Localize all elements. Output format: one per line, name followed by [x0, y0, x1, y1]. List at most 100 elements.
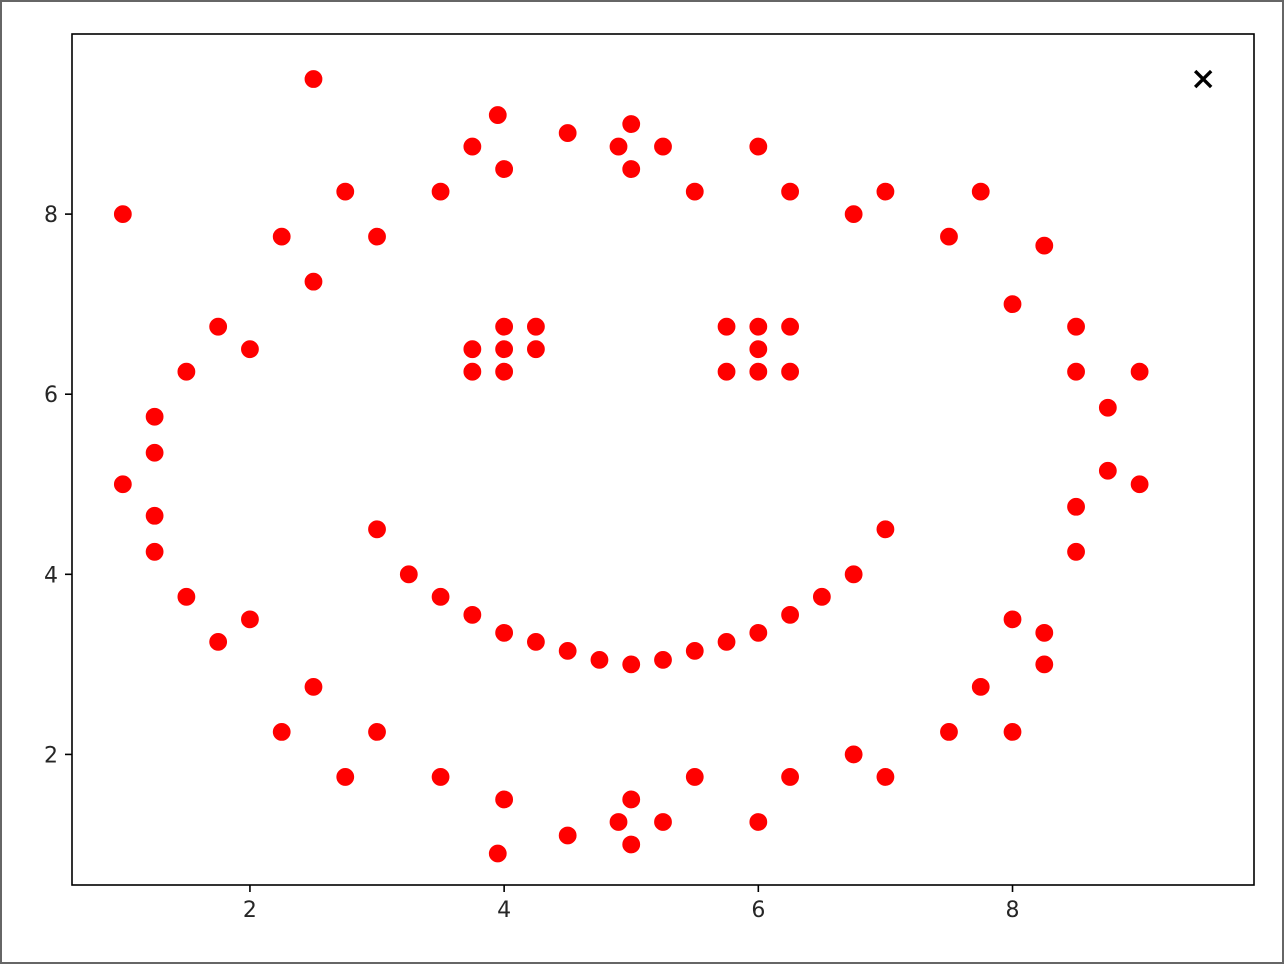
data-point — [970, 181, 991, 202]
data-point — [208, 631, 229, 652]
x-tick-label: 6 — [751, 898, 765, 923]
data-point — [366, 226, 388, 247]
data-point — [716, 361, 737, 382]
x-tick-label: 8 — [1006, 898, 1020, 923]
data-point — [494, 622, 515, 643]
x-axis: 2 4 6 8 — [243, 885, 1020, 923]
data-point — [366, 721, 388, 743]
data-point — [208, 316, 229, 337]
data-point — [1065, 316, 1087, 337]
data-point — [779, 361, 801, 382]
data-point — [176, 586, 197, 607]
data-point — [487, 104, 508, 126]
data-point — [1002, 294, 1023, 315]
data-point — [652, 136, 674, 157]
data-point — [494, 789, 515, 810]
data-point — [621, 834, 642, 855]
y-tick-label: 2 — [44, 743, 58, 768]
data-point — [748, 361, 769, 382]
data-point — [462, 136, 483, 157]
data-point — [462, 339, 483, 360]
data-point — [494, 339, 515, 360]
data-point — [1034, 622, 1055, 643]
x-tick-label: 2 — [243, 898, 257, 923]
data-point — [621, 113, 642, 135]
data-point — [875, 181, 896, 202]
data-point — [684, 766, 705, 788]
data-point — [303, 676, 324, 697]
data-point — [843, 204, 864, 225]
data-point — [557, 640, 578, 661]
data-point — [430, 181, 451, 202]
data-point — [430, 766, 451, 788]
data-point — [748, 136, 769, 157]
data-point — [716, 316, 737, 337]
data-point — [176, 361, 197, 382]
data-point — [144, 442, 165, 463]
data-point — [1002, 609, 1023, 630]
data-point — [1097, 397, 1118, 418]
data-point — [144, 406, 165, 427]
data-point — [875, 766, 896, 788]
data-point — [303, 271, 324, 292]
data-point — [1129, 361, 1150, 382]
data-point — [494, 361, 515, 382]
data-point — [938, 226, 960, 247]
data-point — [271, 226, 292, 247]
data-point — [271, 721, 292, 743]
x-marker — [1193, 69, 1213, 89]
data-point — [811, 586, 832, 607]
data-point — [525, 339, 547, 360]
data-point — [716, 631, 737, 652]
data-points — [112, 68, 1213, 864]
y-tick-label: 8 — [44, 203, 58, 228]
data-point — [779, 766, 801, 788]
data-point — [525, 316, 547, 337]
data-point — [938, 721, 960, 743]
data-point — [621, 789, 642, 810]
data-point — [525, 631, 547, 652]
plot-area — [71, 33, 1255, 886]
data-point — [779, 181, 801, 202]
data-point — [970, 676, 991, 697]
data-point — [239, 339, 261, 360]
data-point — [621, 654, 642, 675]
data-point — [1129, 474, 1150, 495]
data-point — [112, 204, 133, 225]
data-point — [652, 811, 674, 833]
data-point — [748, 622, 769, 643]
data-point — [779, 316, 801, 337]
data-point — [748, 316, 769, 337]
data-point — [462, 361, 483, 382]
data-point — [398, 564, 419, 585]
data-point — [748, 339, 769, 360]
data-point — [494, 316, 515, 337]
data-point — [748, 811, 769, 833]
data-point — [652, 649, 674, 670]
data-point — [239, 609, 261, 630]
data-point — [557, 825, 578, 846]
data-point — [1065, 361, 1087, 382]
data-point — [843, 744, 864, 765]
data-point — [557, 122, 578, 144]
data-point — [1002, 721, 1023, 743]
data-point — [1034, 235, 1055, 256]
data-point — [487, 843, 508, 864]
data-point — [462, 604, 483, 625]
data-point — [494, 158, 515, 180]
data-point — [303, 68, 324, 90]
data-point — [684, 640, 705, 661]
data-point — [608, 811, 629, 833]
data-point — [589, 649, 610, 670]
data-point — [843, 564, 864, 585]
data-point — [335, 181, 356, 202]
data-point — [684, 181, 705, 202]
data-point — [144, 505, 165, 526]
data-point — [1097, 460, 1118, 481]
data-point — [335, 766, 356, 788]
data-point — [1034, 654, 1055, 675]
data-point — [621, 158, 642, 180]
data-point — [1065, 496, 1087, 517]
